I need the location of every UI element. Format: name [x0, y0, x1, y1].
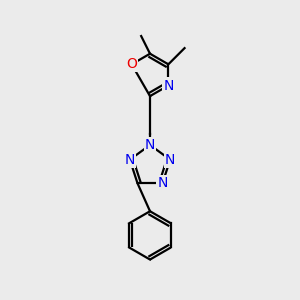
- Text: N: N: [163, 79, 173, 92]
- Text: N: N: [165, 153, 175, 166]
- Text: N: N: [145, 138, 155, 152]
- Text: N: N: [157, 176, 168, 190]
- Text: N: N: [125, 153, 135, 166]
- Text: O: O: [126, 57, 137, 71]
